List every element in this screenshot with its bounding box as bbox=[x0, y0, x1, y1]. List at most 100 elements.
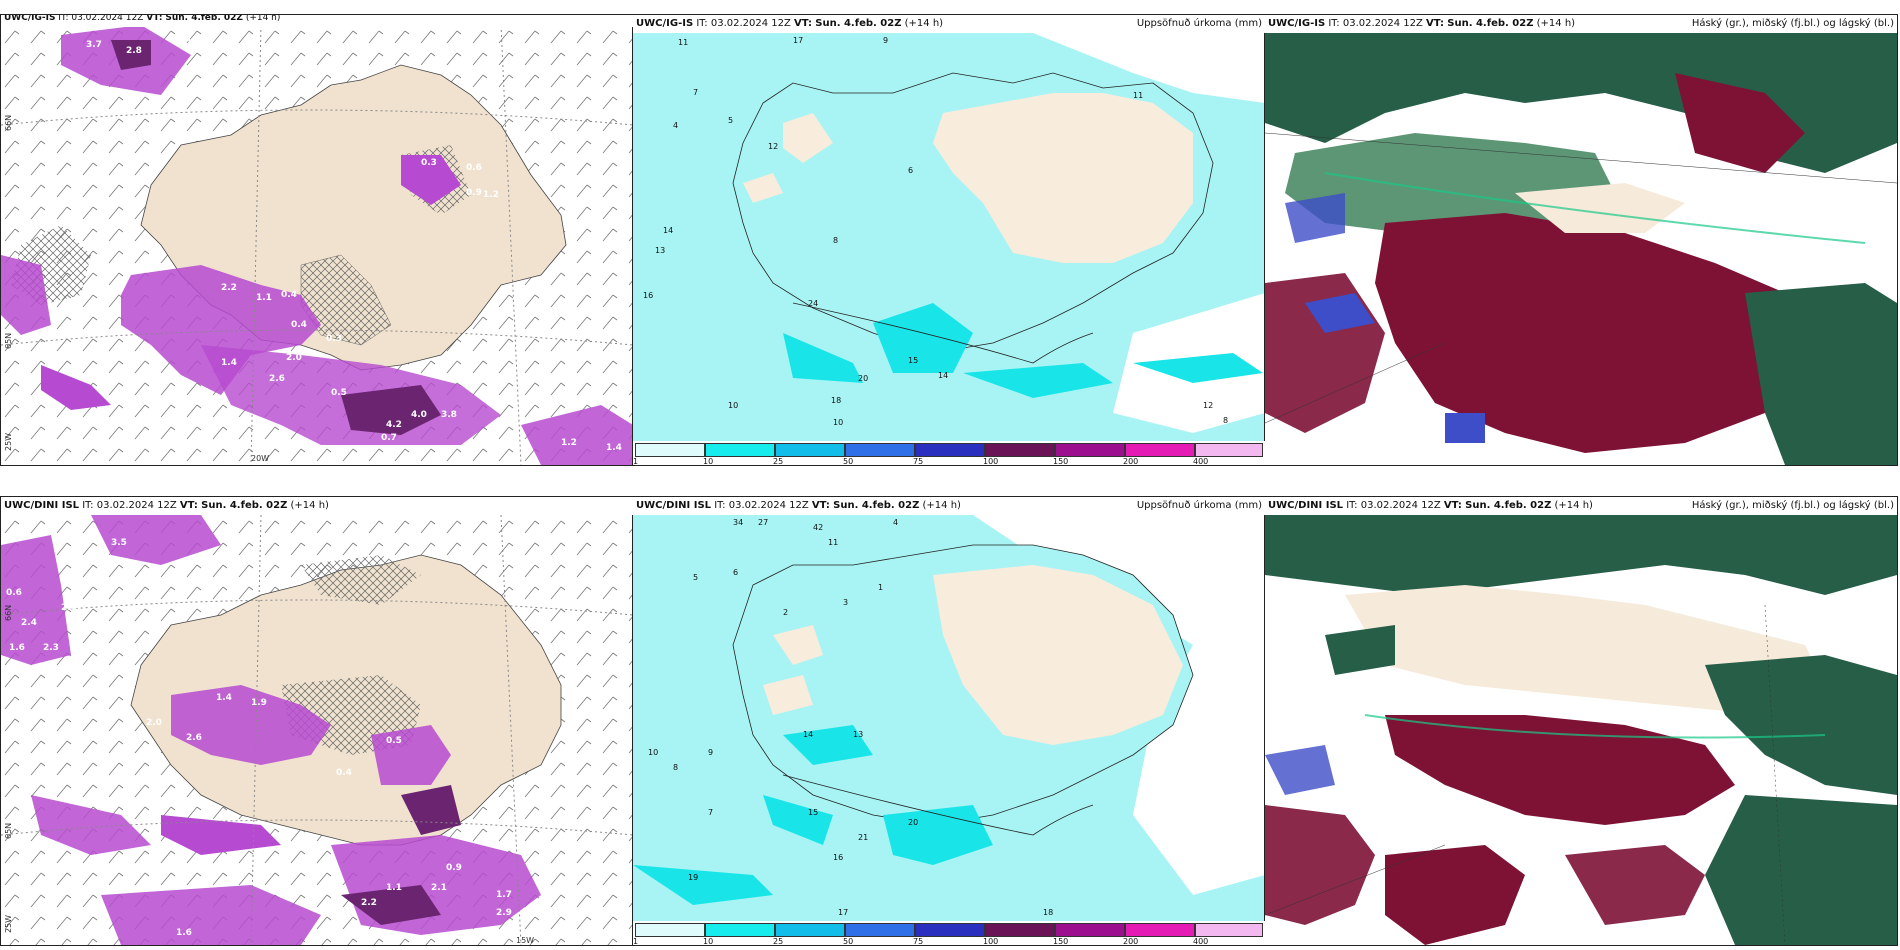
colorbar-swatch bbox=[1125, 443, 1195, 457]
svg-text:16: 16 bbox=[833, 853, 843, 862]
panel-title: UWC/DINI ISL IT: 03.02.2024 12Z VT: Sun.… bbox=[633, 497, 1265, 515]
svg-text:2.2: 2.2 bbox=[221, 283, 237, 293]
svg-text:0.6: 0.6 bbox=[6, 588, 22, 598]
svg-text:34: 34 bbox=[733, 518, 743, 527]
svg-text:15W: 15W bbox=[516, 936, 534, 945]
colorbar-swatch bbox=[1195, 923, 1263, 937]
panel-title: UWC/IG-IS IT: 03.02.2024 12Z VT: Sun. 4.… bbox=[633, 15, 1265, 33]
svg-text:0.7: 0.7 bbox=[381, 433, 397, 443]
svg-text:20: 20 bbox=[908, 818, 918, 827]
colorbar-tick: 150 bbox=[1053, 457, 1069, 466]
svg-text:20W: 20W bbox=[251, 454, 269, 463]
svg-text:66N: 66N bbox=[4, 605, 13, 621]
svg-text:7: 7 bbox=[708, 808, 713, 817]
map-clouds bbox=[1265, 33, 1897, 465]
svg-text:14: 14 bbox=[938, 371, 948, 380]
map-svg bbox=[1265, 33, 1897, 465]
svg-text:0.5: 0.5 bbox=[331, 388, 347, 398]
colorbar: 1 10 25 50 75 100 150 200 400 bbox=[633, 921, 1265, 945]
svg-text:2.2: 2.2 bbox=[361, 898, 377, 908]
colorbar-tick: 25 bbox=[773, 937, 784, 946]
svg-text:24: 24 bbox=[808, 299, 818, 308]
svg-text:25W: 25W bbox=[4, 915, 13, 933]
svg-text:2.8: 2.8 bbox=[126, 46, 142, 56]
colorbar-tick: 400 bbox=[1193, 457, 1209, 466]
colorbar-tick: 1 bbox=[633, 457, 639, 466]
svg-text:11: 11 bbox=[828, 538, 838, 547]
map-shower: 66N 65N 25W 20W 3.7 2.8 1.5 0.3 0.6 0.9 … bbox=[1, 25, 633, 465]
svg-text:4: 4 bbox=[673, 121, 678, 130]
colorbar-tick: 200 bbox=[1123, 937, 1139, 946]
svg-text:2.0: 2.0 bbox=[146, 718, 162, 728]
svg-text:17: 17 bbox=[838, 908, 848, 917]
svg-text:2: 2 bbox=[783, 608, 788, 617]
svg-text:4.2: 4.2 bbox=[386, 420, 402, 430]
svg-text:13: 13 bbox=[655, 246, 665, 255]
colorbar-swatch bbox=[985, 443, 1055, 457]
svg-text:1.4: 1.4 bbox=[216, 693, 232, 703]
svg-text:27: 27 bbox=[758, 518, 768, 527]
colorbar-tick: 50 bbox=[843, 457, 854, 466]
svg-text:2.1: 2.1 bbox=[431, 883, 447, 893]
svg-text:0.5: 0.5 bbox=[386, 736, 402, 746]
colorbar-swatch bbox=[705, 923, 775, 937]
svg-text:4: 4 bbox=[893, 518, 898, 527]
svg-text:14: 14 bbox=[663, 226, 673, 235]
colorbar-tick: 50 bbox=[843, 937, 854, 946]
colorbar-swatch bbox=[1055, 923, 1125, 937]
svg-text:0.4: 0.4 bbox=[291, 320, 307, 330]
shower-band bbox=[91, 515, 221, 565]
colorbar-tick: 75 bbox=[913, 457, 924, 466]
colorbar-swatch bbox=[635, 443, 705, 457]
colorbar-tick: 1 bbox=[633, 937, 639, 946]
svg-text:1.4: 1.4 bbox=[221, 358, 237, 368]
colorbar-swatch bbox=[845, 923, 915, 937]
svg-text:1.2: 1.2 bbox=[561, 438, 577, 448]
svg-text:17: 17 bbox=[793, 36, 803, 45]
colorbar-tick: 10 bbox=[703, 937, 714, 946]
svg-text:2.0: 2.0 bbox=[286, 353, 302, 363]
colorbar-tick: 100 bbox=[983, 937, 999, 946]
svg-text:2.6: 2.6 bbox=[269, 374, 285, 384]
panel-shower-ig-is: UWC/IG-IS IT: 03.02.2024 12Z VT: Sun. 4.… bbox=[0, 14, 634, 466]
svg-text:2.3: 2.3 bbox=[43, 643, 59, 653]
svg-text:12: 12 bbox=[1203, 401, 1213, 410]
svg-text:10: 10 bbox=[648, 748, 658, 757]
svg-text:0.4: 0.4 bbox=[336, 768, 352, 778]
map-svg: 66N 65N 25W 20W 3.7 2.8 1.5 0.3 0.6 0.9 … bbox=[1, 25, 633, 465]
colorbar-tick: 75 bbox=[913, 937, 924, 946]
svg-text:1.6: 1.6 bbox=[9, 643, 25, 653]
svg-text:8: 8 bbox=[1223, 416, 1228, 425]
colorbar-swatch bbox=[775, 443, 845, 457]
svg-text:1.4: 1.4 bbox=[606, 443, 622, 453]
panel-title: UWC/DINI ISL IT: 03.02.2024 12Z VT: Sun.… bbox=[1, 497, 633, 515]
svg-text:4.0: 4.0 bbox=[351, 928, 367, 938]
svg-text:14: 14 bbox=[803, 730, 813, 739]
colorbar-tick: 150 bbox=[1053, 937, 1069, 946]
colorbar-swatch bbox=[705, 443, 775, 457]
svg-text:13: 13 bbox=[853, 730, 863, 739]
panel-clouds-ig-is: UWC/IG-IS IT: 03.02.2024 12Z VT: Sun. 4.… bbox=[1264, 14, 1898, 466]
svg-text:2.6: 2.6 bbox=[186, 733, 202, 743]
svg-text:6: 6 bbox=[908, 166, 913, 175]
colorbar-swatch bbox=[985, 923, 1055, 937]
panel-precip-ig-is: UWC/IG-IS IT: 03.02.2024 12Z VT: Sun. 4.… bbox=[632, 14, 1266, 466]
svg-text:12: 12 bbox=[768, 142, 778, 151]
svg-text:11: 11 bbox=[678, 38, 688, 47]
svg-text:6: 6 bbox=[733, 568, 738, 577]
svg-text:18: 18 bbox=[831, 396, 841, 405]
colorbar: 1 10 25 50 75 100 150 200 400 bbox=[633, 441, 1265, 465]
colorbar-tick: 200 bbox=[1123, 457, 1139, 466]
svg-text:66N: 66N bbox=[4, 115, 13, 131]
svg-text:0.3: 0.3 bbox=[421, 158, 437, 168]
colorbar-swatch bbox=[845, 443, 915, 457]
colorbar-swatch bbox=[635, 923, 705, 937]
map-svg: 34 27 42 11 4 6 5 3 2 1 10 8 14 13 9 7 1… bbox=[633, 515, 1265, 921]
svg-text:0.3: 0.3 bbox=[326, 334, 342, 344]
svg-text:15: 15 bbox=[808, 808, 818, 817]
colorbar-tick: 100 bbox=[983, 457, 999, 466]
map-clouds bbox=[1265, 515, 1897, 945]
svg-text:3.8: 3.8 bbox=[441, 410, 457, 420]
svg-text:5: 5 bbox=[728, 116, 733, 125]
svg-text:0.9: 0.9 bbox=[466, 188, 482, 198]
